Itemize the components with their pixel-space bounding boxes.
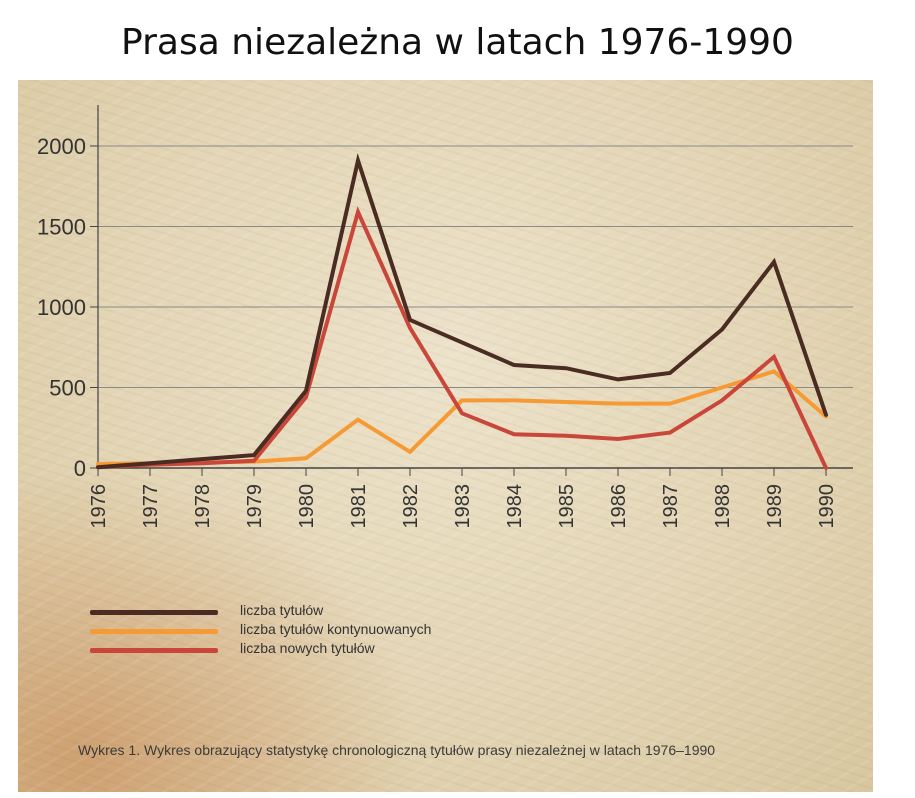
x-tick-label: 1990 [816,484,838,529]
y-tick-label: 2000 [37,134,86,159]
legend-swatch-new [90,648,218,653]
series-line-continued [96,369,828,466]
y-tick-label: 500 [49,376,86,401]
legend-item-continued: liczba tytułów kontynuowanych [90,621,510,640]
x-tick-label: 1985 [556,484,578,529]
x-tick-label: 1980 [296,484,318,529]
legend-label-continued: liczba tytułów kontynuowanych [240,621,432,637]
legend-label-new: liczba nowych tytułów [240,640,375,656]
page-title: Prasa niezależna w latach 1976-1990 [121,22,794,63]
x-tick-label: 1984 [504,484,526,529]
x-tick-label: 1986 [608,484,630,529]
x-tick-label: 1982 [400,484,422,529]
legend: liczba tytułów liczba tytułów kontynuowa… [90,602,510,659]
x-tick-label: 1983 [452,484,474,529]
series-line-total [96,152,828,470]
legend-label-total: liczba tytułów [240,602,324,618]
x-tick-label: 1977 [140,484,162,529]
x-tick-label: 1987 [660,484,682,529]
legend-swatch-total [90,610,218,615]
grid-lines [98,145,853,388]
legend-item-new: liczba nowych tytułów [90,640,510,659]
legend-swatch-continued [90,629,218,634]
line-chart: 0 500 1000 1500 2000 1976 1977 1978 1979 1980 198… [37,105,853,529]
x-tick-label: 1978 [192,484,214,529]
x-tick-labels: 1976 1977 1978 1979 1980 1981 1982 1983 1984 1985… [88,484,838,529]
y-tick-label: 1000 [37,295,86,320]
x-tick-label: 1976 [88,484,110,529]
y-tick-label: 1500 [37,215,86,240]
chart-paper: 0 500 1000 1500 2000 1976 1977 1978 1979 1980 198… [18,80,873,792]
series-lines [96,152,828,470]
series-line-new [96,206,828,470]
x-tick-label: 1989 [764,484,786,529]
x-tick-label: 1981 [348,484,370,529]
figure-caption: Wykres 1. Wykres obrazujący statystykę c… [78,742,716,758]
legend-item-total: liczba tytułów [90,602,510,621]
axes [90,105,853,476]
x-tick-label: 1988 [712,484,734,529]
x-tick-label: 1979 [244,484,266,529]
y-tick-labels: 0 500 1000 1500 2000 [37,134,86,481]
y-tick-label: 0 [74,456,86,481]
